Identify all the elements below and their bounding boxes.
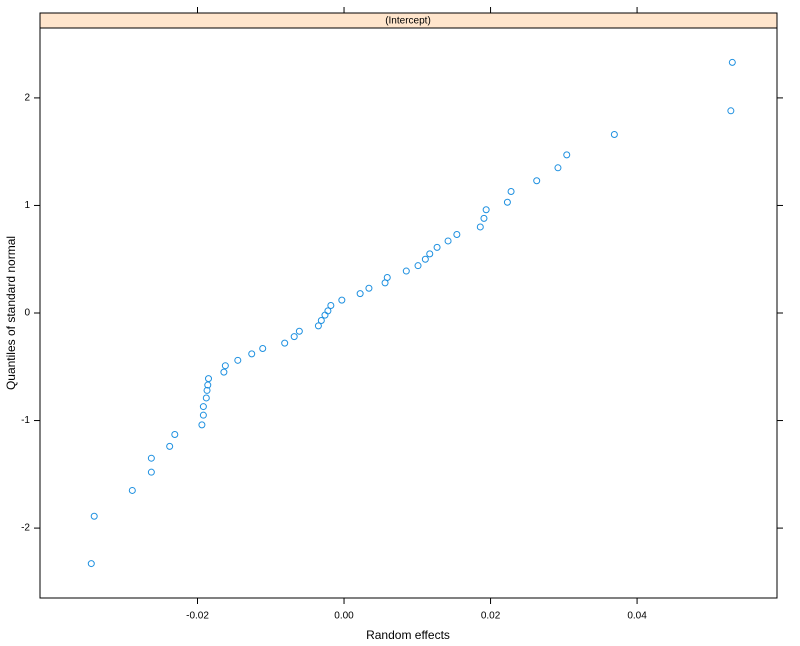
point (198, 421, 206, 429)
point (147, 468, 155, 476)
point (324, 307, 332, 315)
y-tick-label: 2 (24, 93, 30, 104)
point (203, 386, 211, 394)
point (248, 350, 256, 358)
point (166, 442, 174, 450)
point (453, 230, 461, 238)
x-tick-label: 0.02 (481, 611, 501, 622)
point (204, 375, 212, 383)
point (563, 151, 571, 159)
point (480, 214, 488, 222)
x-tick-label: -0.02 (186, 611, 209, 622)
point (365, 284, 373, 292)
point (259, 344, 267, 352)
point (281, 339, 289, 347)
point (295, 327, 303, 335)
point (234, 356, 242, 364)
y-tick-label: 0 (24, 308, 30, 319)
strip-label: (Intercept) (385, 16, 431, 27)
point (220, 368, 228, 376)
point (433, 243, 441, 251)
point (727, 107, 735, 115)
point (221, 362, 229, 370)
point (327, 301, 335, 309)
point (728, 58, 736, 66)
point (290, 333, 298, 341)
point (402, 267, 410, 275)
x-axis-label: Random effects (366, 628, 450, 642)
point (171, 431, 179, 439)
point (503, 198, 511, 206)
point (554, 164, 562, 172)
point (421, 255, 429, 263)
point (383, 274, 391, 282)
point (204, 381, 212, 389)
point (444, 237, 452, 245)
point (202, 394, 210, 402)
point (199, 403, 207, 411)
point (321, 311, 329, 319)
point (147, 454, 155, 462)
point (426, 250, 434, 258)
point (356, 290, 364, 298)
point (199, 411, 207, 419)
point (87, 560, 95, 568)
point (533, 177, 541, 185)
y-axis-label: Quantiles of standard normal (4, 236, 18, 390)
point (128, 486, 136, 494)
point (507, 187, 515, 195)
point (338, 296, 346, 304)
x-tick-label: 0.00 (334, 611, 354, 622)
point (317, 317, 325, 325)
y-tick-label: -1 (21, 415, 30, 426)
y-tick-label: 1 (24, 200, 30, 211)
y-tick-label: -2 (21, 523, 30, 534)
point (414, 262, 422, 270)
panel-border (39, 12, 778, 599)
point (482, 206, 490, 214)
point (610, 130, 618, 138)
point (314, 322, 322, 330)
x-tick-label: 0.04 (627, 611, 647, 622)
point (90, 512, 98, 520)
point (476, 223, 484, 231)
